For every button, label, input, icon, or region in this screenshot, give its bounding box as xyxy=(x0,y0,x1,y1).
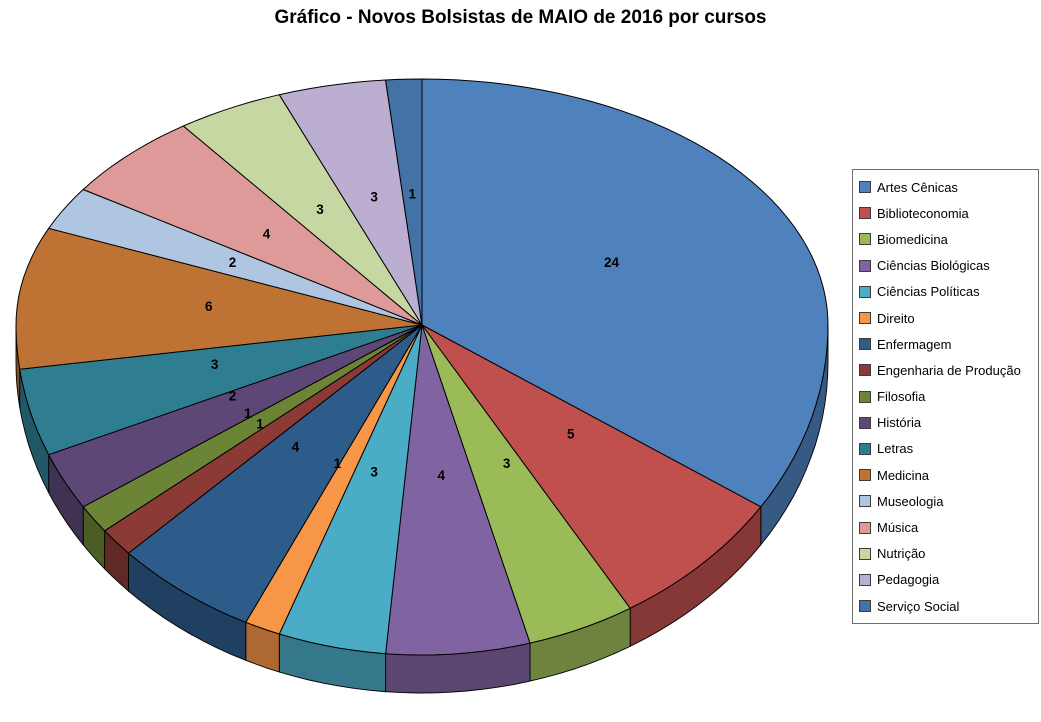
legend-swatch-engenharia-de-producao xyxy=(859,364,871,377)
slice-value-label-pedagogia: 3 xyxy=(370,189,378,204)
slice-value-label-medicina: 6 xyxy=(205,299,213,314)
legend-swatch-musica xyxy=(859,521,871,534)
slice-value-label-biomedicina: 3 xyxy=(503,456,511,471)
legend-label: Ciências Políticas xyxy=(877,284,980,300)
legend-label: Biomedicina xyxy=(877,231,948,247)
legend-item-biomedicina: Biomedicina xyxy=(859,226,1032,252)
slice-value-label-direito: 1 xyxy=(334,456,342,471)
legend-label: Direito xyxy=(877,310,915,326)
legend-swatch-servico-social xyxy=(859,600,871,613)
legend-item-ciencias-biologicas: Ciências Biológicas xyxy=(859,253,1032,279)
slice-value-label-filosofia: 1 xyxy=(244,406,252,421)
legend-item-servico-social: Serviço Social xyxy=(859,593,1032,619)
pie-slice-servico-social xyxy=(385,78,423,326)
pie-slice-museologia xyxy=(48,189,423,326)
legend-swatch-nutricao xyxy=(859,547,871,560)
legend-label: Biblioteconomia xyxy=(877,205,969,221)
legend-item-filosofia: Filosofia xyxy=(859,384,1032,410)
legend-item-musica: Música xyxy=(859,514,1032,540)
pie-slice-ciencias-biologicas xyxy=(385,324,531,656)
slice-value-label-museologia: 2 xyxy=(229,255,237,270)
legend-label: Enfermagem xyxy=(877,336,952,352)
pie-slice-medicina xyxy=(15,227,423,370)
legend-label: Pedagogia xyxy=(877,572,940,588)
chart-title: Gráfico - Novos Bolsistas de MAIO de 201… xyxy=(274,7,767,28)
pie-slice-enfermagem xyxy=(128,324,423,623)
slice-value-label-biblioteconomia: 5 xyxy=(567,426,575,441)
legend: Artes Cênicas Biblioteconomia Biomedicina C… xyxy=(852,169,1039,625)
legend-item-enfermagem: Enfermagem xyxy=(859,331,1032,357)
legend-label: Ciências Biológicas xyxy=(877,258,990,274)
legend-swatch-ciencias-politicas xyxy=(859,285,871,298)
legend-item-letras: Letras xyxy=(859,436,1032,462)
pie-slice-nutricao xyxy=(182,94,423,326)
legend-item-historia: História xyxy=(859,410,1032,436)
legend-label: Letras xyxy=(877,441,914,457)
slice-value-label-historia: 2 xyxy=(229,388,237,403)
pie-slice-artes-cenicas xyxy=(421,78,829,508)
pie-slice-letras xyxy=(19,324,423,456)
legend-item-nutricao: Nutrição xyxy=(859,541,1032,567)
slice-value-label-enfermagem: 4 xyxy=(292,439,300,454)
legend-swatch-letras xyxy=(859,442,871,455)
legend-swatch-ciencias-biologicas xyxy=(859,259,871,272)
legend-swatch-medicina xyxy=(859,469,871,482)
slice-value-label-nutricao: 3 xyxy=(316,202,324,217)
legend-swatch-historia xyxy=(859,416,871,429)
legend-item-pedagogia: Pedagogia xyxy=(859,567,1032,593)
legend-label: História xyxy=(877,415,922,431)
pie-slice-biomedicina xyxy=(421,324,631,644)
legend-swatch-filosofia xyxy=(859,390,871,403)
legend-swatch-pedagogia xyxy=(859,573,871,586)
slice-value-label-engenharia-de-producao: 1 xyxy=(256,416,264,431)
legend-label: Filosofia xyxy=(877,389,926,405)
legend-swatch-museologia xyxy=(859,495,871,508)
legend-item-ciencias-politicas: Ciências Políticas xyxy=(859,279,1032,305)
legend-label: Serviço Social xyxy=(877,598,960,614)
legend-item-direito: Direito xyxy=(859,305,1032,331)
legend-label: Museologia xyxy=(877,493,944,509)
pie-slice-historia xyxy=(48,324,423,508)
legend-swatch-direito xyxy=(859,312,871,325)
legend-label: Engenharia de Produção xyxy=(877,362,1021,378)
legend-swatch-artes-cenicas xyxy=(859,181,871,194)
legend-label: Nutrição xyxy=(877,546,926,562)
legend-item-engenharia-de-producao: Engenharia de Produção xyxy=(859,357,1032,383)
slice-value-label-artes-cenicas: 24 xyxy=(604,255,620,270)
legend-item-artes-cenicas: Artes Cênicas xyxy=(859,174,1032,200)
pie-slice-musica xyxy=(82,125,423,326)
pie-slice-biblioteconomia xyxy=(421,324,762,609)
slice-value-label-ciencias-politicas: 3 xyxy=(370,465,378,480)
pie-slice-pedagogia xyxy=(278,79,423,326)
pie-slice-ciencias-politicas xyxy=(278,324,423,655)
legend-item-biblioteconomia: Biblioteconomia xyxy=(859,200,1032,226)
legend-item-museologia: Museologia xyxy=(859,488,1032,514)
slice-value-label-musica: 4 xyxy=(263,226,271,241)
legend-swatch-biblioteconomia xyxy=(859,207,871,220)
slice-value-label-servico-social: 1 xyxy=(409,186,417,201)
legend-swatch-enfermagem xyxy=(859,338,871,351)
legend-item-medicina: Medicina xyxy=(859,462,1032,488)
slice-value-label-ciencias-biologicas: 4 xyxy=(438,468,446,483)
legend-label: Artes Cênicas xyxy=(877,179,958,195)
legend-label: Música xyxy=(877,520,919,536)
slice-value-label-letras: 3 xyxy=(211,357,219,372)
legend-label: Medicina xyxy=(877,467,930,483)
legend-swatch-biomedicina xyxy=(859,233,871,246)
